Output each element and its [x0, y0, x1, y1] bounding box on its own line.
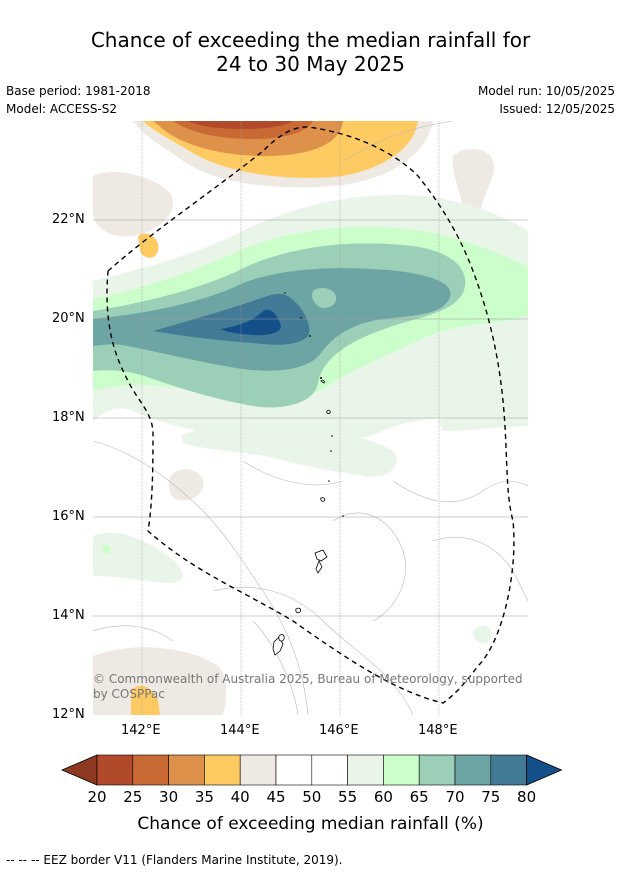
contour-45-west-top [93, 171, 174, 237]
legend-tick-40: 40 [230, 788, 250, 806]
contour-45-southwest [93, 647, 227, 715]
lat-label-16n: 16°N [52, 509, 85, 524]
rainfall-map [93, 121, 528, 715]
lon-label-146e: 146°E [319, 723, 359, 738]
title-line-1: Chance of exceeding the median rainfall … [90, 28, 531, 52]
contour-65-east-patch [312, 288, 337, 308]
contour-80-core [221, 309, 281, 336]
legend-tick-80: 80 [517, 788, 537, 806]
legend-colorbar [60, 754, 562, 786]
legend-tick-45: 45 [266, 788, 286, 806]
lat-label-12n: 12°N [52, 707, 85, 722]
legend-swatch-55 [347, 754, 384, 786]
lon-label-142e: 142°E [121, 723, 161, 738]
legend-tick-20: 20 [87, 788, 107, 806]
thin-contour-lines [93, 121, 528, 715]
lat-label-18n: 18°N [52, 410, 85, 425]
model-run: Model run: 10/05/2025 [477, 84, 615, 98]
small-islands [284, 292, 344, 517]
legend-title: Chance of exceeding median rainfall (%) [137, 814, 484, 834]
model-name: Model: ACCESS-S2 [6, 102, 118, 116]
legend-swatch-60 [383, 754, 420, 786]
eez-footnote: -- -- -- EEZ border V11 (Flanders Marine… [6, 853, 343, 867]
island-outlines [272, 379, 331, 656]
legend-swatch-45 [275, 754, 313, 786]
legend-swatch-65 [418, 754, 456, 786]
lat-label-20n: 20°N [52, 311, 85, 326]
base-period: Base period: 1981-2018 [6, 84, 151, 98]
legend-tick-50: 50 [302, 788, 322, 806]
lat-label-14n: 14°N [52, 608, 85, 623]
legend-swatch-25 [132, 754, 169, 786]
contour-55-south-center [181, 422, 397, 477]
legend-tick-25: 25 [123, 788, 143, 806]
contour-40-west [138, 233, 159, 258]
legend-tick-60: 60 [373, 788, 393, 806]
issued-date: Issued: 12/05/2025 [499, 102, 615, 116]
contour-55-southeast [473, 625, 492, 644]
legend-over-triangle [526, 754, 562, 786]
contour-45-center-south [168, 469, 204, 501]
chart-title: Chance of exceeding the median rainfall … [0, 28, 621, 76]
legend-swatch-70 [454, 754, 492, 786]
title-line-2: 24 to 30 May 2025 [216, 52, 405, 76]
legend-tick-35: 35 [194, 788, 214, 806]
legend-swatch-75 [490, 754, 527, 786]
contour-45-northeast [452, 149, 495, 226]
legend-under-triangle [60, 754, 98, 786]
legend-tick-55: 55 [338, 788, 358, 806]
contour-25-top-north [188, 121, 293, 129]
legend-swatch-30 [168, 754, 205, 786]
contour-40-southwest [131, 685, 160, 715]
legend-tick-30: 30 [159, 788, 179, 806]
legend-swatch-40 [239, 754, 277, 786]
contour-55-east [438, 396, 528, 431]
gridlines-horizontal [93, 219, 528, 617]
legend-tick-70: 70 [445, 788, 465, 806]
meta-right: Model run: 10/05/2025 Issued: 12/05/2025 [478, 82, 615, 118]
contour-55-southwest [93, 532, 183, 583]
eez-border [106, 126, 515, 704]
copyright-text: © Commonwealth of Australia 2025, Bureau… [93, 672, 523, 701]
legend-swatch-35 [204, 754, 241, 786]
lon-label-148e: 148°E [418, 723, 458, 738]
contour-60-west-speck [102, 544, 111, 554]
legend-swatch-50 [311, 754, 348, 786]
legend-tick-65: 65 [409, 788, 429, 806]
legend-tick-75: 75 [481, 788, 501, 806]
meta-left: Base period: 1981-2018 Model: ACCESS-S2 [6, 82, 151, 118]
legend-swatch-20 [96, 754, 134, 786]
lat-label-22n: 22°N [52, 212, 85, 227]
lon-label-144e: 144°E [220, 723, 260, 738]
